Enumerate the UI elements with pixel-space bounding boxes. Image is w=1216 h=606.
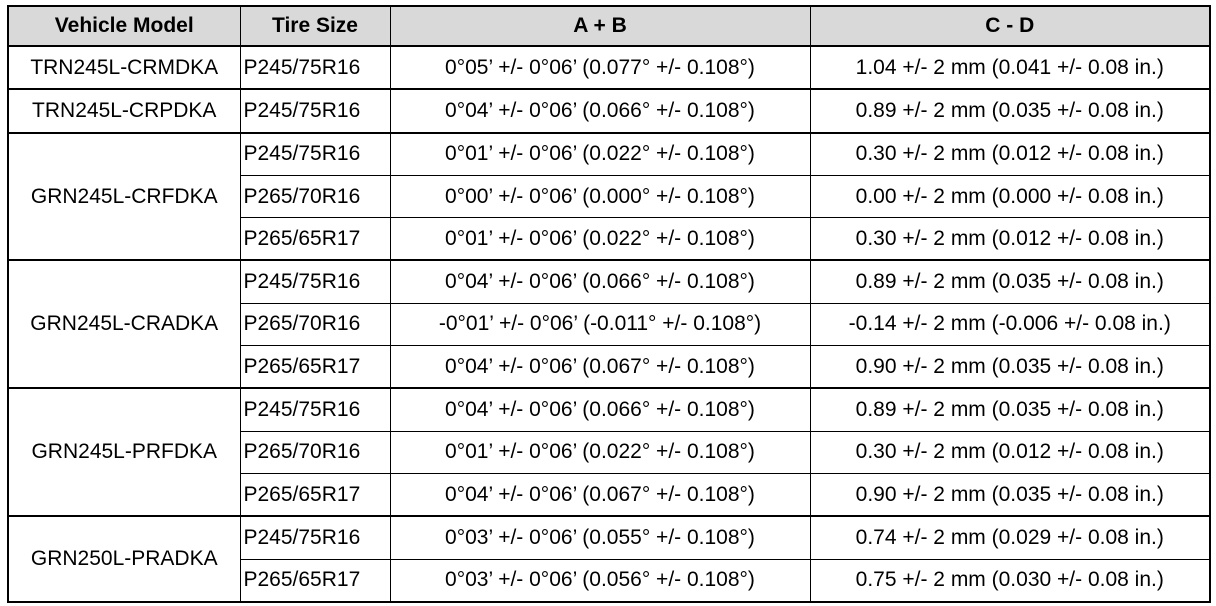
c-minus-d: 0.30 +/- 2 mm (0.012 +/- 0.08 in.) [809, 430, 1211, 474]
tire-size: P265/65R17 [239, 558, 391, 603]
table-row: TRN245L-CRMDKA P245/75R16 0°05’ +/- 0°06’ … [7, 44, 1211, 90]
c-minus-d: 0.89 +/- 2 mm (0.035 +/- 0.08 in.) [809, 88, 1211, 134]
vehicle-model: GRN250L-PRADKA [7, 515, 241, 603]
table-row: P265/65R17 0°04’ +/- 0°06’ (0.067° +/- 0.… [8, 345, 1211, 389]
a-plus-b: 0°04’ +/- 0°06’ (0.066° +/- 0.108°) [389, 259, 811, 304]
vehicle-model: GRN245L-CRADKA [7, 259, 241, 389]
tire-size: P265/65R17 [239, 472, 391, 517]
c-minus-d: 0.75 +/- 2 mm (0.030 +/- 0.08 in.) [809, 558, 1211, 603]
a-plus-b: 0°01’ +/- 0°06’ (0.022° +/- 0.108°) [389, 217, 811, 261]
table-row: P265/65R17 0°03’ +/- 0°06’ (0.056° +/- 0.… [8, 558, 1211, 603]
header-cell: Vehicle Model [7, 5, 241, 47]
a-plus-b: 0°04’ +/- 0°06’ (0.067° +/- 0.108°) [389, 345, 811, 389]
c-minus-d: 0.89 +/- 2 mm (0.035 +/- 0.08 in.) [809, 387, 1211, 432]
c-minus-d: -0.14 +/- 2 mm (-0.006 +/- 0.08 in.) [809, 302, 1211, 347]
a-plus-b: 0°00’ +/- 0°06’ (0.000° +/- 0.108°) [389, 174, 811, 219]
tire-size: P245/75R16 [239, 88, 391, 134]
a-plus-b: -0°01’ +/- 0°06’ (-0.011° +/- 0.108°) [389, 302, 811, 347]
tire-size: P245/75R16 [239, 131, 391, 176]
vehicle-model: GRN245L-CRFDKA [7, 131, 241, 261]
tire-size: P265/65R17 [239, 217, 391, 261]
table-row: P265/70R16 0°00’ +/- 0°06’ (0.000° +/- 0.… [8, 174, 1211, 219]
table-row: TRN245L-CRPDKA P245/75R16 0°04’ +/- 0°06’ … [7, 88, 1211, 134]
c-minus-d: 1.04 +/- 2 mm (0.041 +/- 0.08 in.) [809, 44, 1211, 90]
vehicle-model: GRN245L-PRFDKA [7, 387, 241, 517]
table-row: GRN245L-CRADKA P245/75R16 0°04’ +/- 0°06’ … [7, 259, 1211, 389]
tire-size: P245/75R16 [239, 515, 391, 560]
tire-size: P245/75R16 [239, 387, 391, 432]
c-minus-d: 0.89 +/- 2 mm (0.035 +/- 0.08 in.) [809, 259, 1211, 304]
table-body: TRN245L-CRMDKA P245/75R16 0°05’ +/- 0°06’ … [7, 44, 1211, 603]
c-minus-d: 0.00 +/- 2 mm (0.000 +/- 0.08 in.) [809, 174, 1211, 219]
table-row: GRN250L-PRADKA P245/75R16 0°03’ +/- 0°06’ … [7, 515, 1211, 603]
tire-size: P245/75R16 [239, 44, 391, 90]
a-plus-b: 0°04’ +/- 0°06’ (0.066° +/- 0.108°) [389, 88, 811, 134]
c-minus-d: 0.30 +/- 2 mm (0.012 +/- 0.08 in.) [809, 217, 1211, 261]
a-plus-b: 0°04’ +/- 0°06’ (0.067° +/- 0.108°) [389, 472, 811, 517]
table-row: P265/70R16 -0°01’ +/- 0°06’ (-0.011° +/- … [8, 302, 1211, 347]
table-row: P265/70R16 0°01’ +/- 0°06’ (0.022° +/- 0.… [8, 430, 1211, 474]
a-plus-b: 0°05’ +/- 0°06’ (0.077° +/- 0.108°) [389, 44, 811, 90]
tire-size: P265/70R16 [239, 430, 391, 474]
c-minus-d: 0.90 +/- 2 mm (0.035 +/- 0.08 in.) [809, 345, 1211, 389]
c-minus-d: 0.90 +/- 2 mm (0.035 +/- 0.08 in.) [809, 472, 1211, 517]
table-row: P265/65R17 0°04’ +/- 0°06’ (0.067° +/- 0.… [8, 472, 1211, 517]
header-cell: A + B [389, 5, 811, 47]
vehicle-model: TRN245L-CRMDKA [7, 44, 241, 90]
a-plus-b: 0°01’ +/- 0°06’ (0.022° +/- 0.108°) [389, 131, 811, 176]
table-row: GRN245L-CRFDKA P245/75R16 0°01’ +/- 0°06’ … [7, 131, 1211, 261]
header-cell: C - D [809, 5, 1211, 47]
tire-size: P245/75R16 [239, 259, 391, 304]
c-minus-d: 0.74 +/- 2 mm (0.029 +/- 0.08 in.) [809, 515, 1211, 560]
tire-size: P265/65R17 [239, 345, 391, 389]
a-plus-b: 0°04’ +/- 0°06’ (0.066° +/- 0.108°) [389, 387, 811, 432]
vehicle-model: TRN245L-CRPDKA [7, 88, 241, 134]
table-row: P265/65R17 0°01’ +/- 0°06’ (0.022° +/- 0.… [8, 217, 1211, 261]
table-row: GRN245L-PRFDKA P245/75R16 0°04’ +/- 0°06’ … [7, 387, 1211, 517]
c-minus-d: 0.30 +/- 2 mm (0.012 +/- 0.08 in.) [809, 131, 1211, 176]
a-plus-b: 0°03’ +/- 0°06’ (0.056° +/- 0.108°) [389, 558, 811, 603]
a-plus-b: 0°03’ +/- 0°06’ (0.055° +/- 0.108°) [389, 515, 811, 560]
tire-size: P265/70R16 [239, 302, 391, 347]
tire-size: P265/70R16 [239, 174, 391, 219]
a-plus-b: 0°01’ +/- 0°06’ (0.022° +/- 0.108°) [389, 430, 811, 474]
header-cell: Tire Size [239, 5, 391, 47]
